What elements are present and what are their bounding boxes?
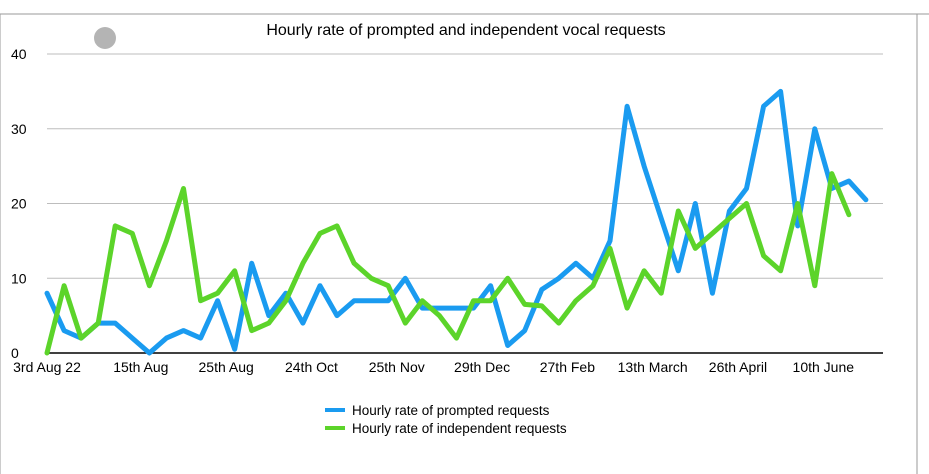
x-tick-label: 25th Nov [369, 359, 425, 375]
y-tick-label: 0 [11, 345, 19, 361]
legend-label: Hourly rate of prompted requests [352, 403, 550, 418]
x-tick-label: 26th April [709, 359, 767, 375]
x-tick-label: 13th March [618, 359, 688, 375]
x-tick-label: 3rd Aug 22 [13, 359, 81, 375]
y-axis: 0 10 20 30 40 [11, 46, 27, 361]
legend-label: Hourly rate of independent requests [352, 421, 567, 436]
y-tick-label: 10 [11, 270, 27, 286]
legend: Hourly rate of prompted requests Hourly r… [325, 403, 567, 436]
x-axis: 3rd Aug 22 15th Aug 25th Aug 24th Oct 25th N… [13, 359, 854, 375]
x-tick-label: 10th June [793, 359, 855, 375]
series-line-2 [44, 171, 852, 356]
x-tick-label: 27th Feb [540, 359, 595, 375]
x-tick-label: 29th Dec [454, 359, 510, 375]
selection-dot-icon [94, 27, 116, 49]
series-line-1 [44, 88, 869, 356]
x-tick-label: 25th Aug [199, 359, 254, 375]
x-tick-label: 15th Aug [113, 359, 168, 375]
x-tick-label: 24th Oct [285, 359, 338, 375]
y-tick-label: 20 [11, 196, 27, 212]
y-tick-label: 30 [11, 121, 27, 137]
chart-title: Hourly rate of prompted and independent … [266, 22, 665, 39]
y-tick-label: 40 [11, 46, 27, 62]
plot-lines [44, 88, 869, 356]
